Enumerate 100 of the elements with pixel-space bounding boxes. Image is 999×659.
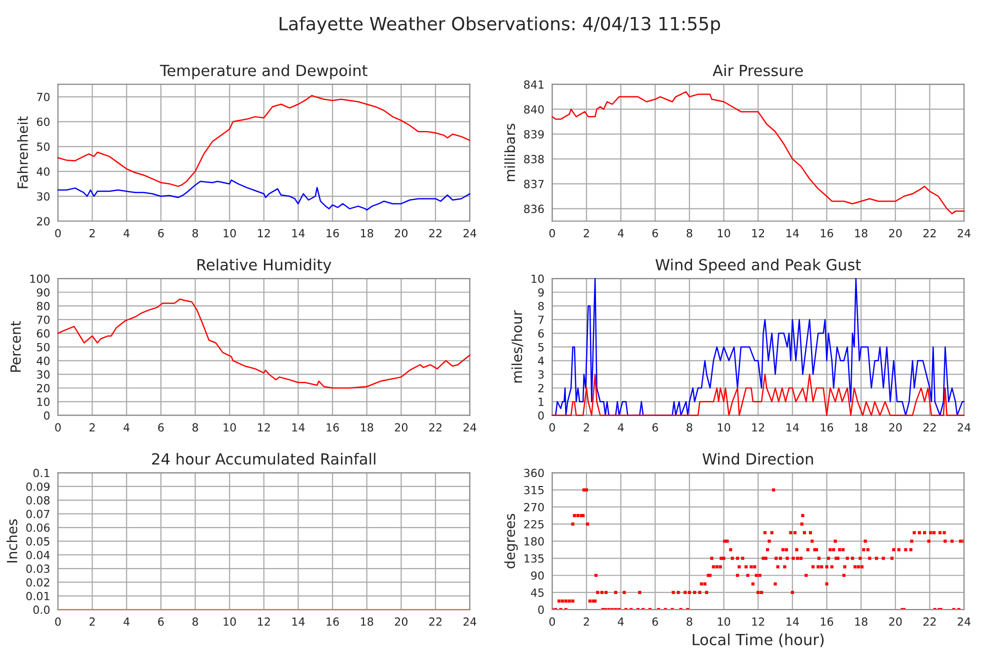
- y-tick-label: 0.06: [26, 523, 50, 532]
- x-tick-label: 2: [90, 228, 95, 238]
- chart-title: Wind Direction: [702, 452, 813, 465]
- y-axis-title: degrees: [504, 514, 518, 568]
- chart-title: 24 hour Accumulated Rainfall: [152, 452, 376, 465]
- y-tick-label: 30: [37, 370, 50, 379]
- x-tick-label: 12: [752, 228, 764, 238]
- y-tick-label: 840: [524, 105, 544, 114]
- x-tick-label: 8: [686, 228, 692, 238]
- x-tick-label: 12: [258, 617, 270, 626]
- x-tick-label: 4: [124, 423, 130, 432]
- chart-title: Temperature and Dewpoint: [160, 64, 368, 80]
- x-tick-label: 12: [752, 617, 764, 626]
- line-series: [57, 179, 470, 211]
- x-tick-label: 10: [224, 228, 236, 238]
- y-tick-label: 40: [36, 167, 50, 176]
- x-tick-label: 16: [820, 423, 834, 432]
- y-tick-label: 836: [524, 204, 544, 214]
- y-tick-label: 0.1: [33, 468, 50, 478]
- x-tick-label: 2: [584, 617, 589, 626]
- x-tick-label: 4: [124, 618, 130, 626]
- x-tick-label: 6: [652, 423, 658, 432]
- x-tick-label: 8: [686, 423, 692, 432]
- y-tick-label: 50: [37, 342, 50, 352]
- y-tick-label: 0.01: [26, 592, 50, 600]
- x-tick-label: 16: [326, 228, 339, 238]
- x-tick-label: 8: [686, 617, 692, 626]
- x-tick-label: 22: [429, 423, 442, 432]
- y-tick-label: 70: [37, 316, 50, 324]
- chart-title: Relative Humidity: [198, 258, 332, 274]
- x-tick-label: 20: [394, 228, 408, 238]
- x-tick-label: 20: [394, 423, 408, 432]
- x-tick-label: 14: [292, 229, 305, 238]
- y-tick-label: 20: [36, 384, 50, 392]
- x-tick-label: 8: [192, 617, 198, 626]
- y-tick-label: 20: [36, 217, 50, 226]
- x-tick-label: 24: [958, 423, 970, 432]
- y-tick-label: 4: [538, 356, 544, 365]
- text: Lafayette Weather Observations: 4/04/13 11:55p: [280, 16, 720, 34]
- y-tick-label: 838: [524, 154, 544, 164]
- x-tick-label: 20: [889, 228, 902, 238]
- y-tick-label: 225: [524, 520, 544, 528]
- y-tick-label: 6: [538, 329, 544, 338]
- x-tick-label: 0: [549, 228, 555, 238]
- x-tick-label: 16: [326, 617, 339, 626]
- x-tick-label: 8: [192, 423, 198, 432]
- y-tick-label: 100: [30, 274, 50, 283]
- x-tick-label: 14: [786, 423, 799, 432]
- x-tick-label: 8: [192, 228, 198, 238]
- y-tick-label: 90: [36, 288, 50, 297]
- y-tick-label: 837: [524, 180, 544, 188]
- x-tick-label: 20: [889, 423, 902, 432]
- x-tick-label: 14: [786, 229, 799, 238]
- y-tick-label: 315: [524, 486, 544, 494]
- x-tick-label: 14: [786, 618, 799, 626]
- x-tick-label: 22: [429, 228, 442, 238]
- x-tick-label: 18: [360, 617, 374, 626]
- y-tick-label: 0.0: [33, 606, 50, 614]
- line-series: [552, 91, 965, 214]
- x-tick-label: 6: [158, 423, 164, 432]
- x-axis-title: Local Time (hour): [692, 634, 824, 648]
- y-tick-label: 5: [538, 343, 544, 352]
- x-tick-label: 22: [429, 617, 442, 626]
- x-tick-label: 10: [718, 617, 730, 626]
- x-tick-label: 4: [618, 618, 624, 626]
- y-tick-label: 135: [524, 554, 544, 563]
- x-tick-label: 0: [549, 423, 555, 432]
- y-tick-label: 9: [538, 288, 544, 297]
- x-tick-label: 6: [158, 228, 164, 238]
- y-tick-label: 3: [538, 370, 544, 379]
- x-tick-label: 18: [360, 228, 374, 238]
- y-tick-label: 841: [524, 80, 544, 89]
- y-tick-label: 270: [524, 502, 544, 512]
- x-tick-label: 2: [584, 423, 589, 432]
- y-tick-label: 2: [538, 384, 544, 392]
- x-tick-label: 0: [55, 617, 61, 626]
- y-tick-label: 45: [530, 588, 544, 597]
- y-tick-label: 50: [37, 142, 50, 151]
- x-tick-label: 14: [292, 423, 305, 432]
- y-tick-label: 30: [37, 192, 50, 201]
- y-tick-label: 10: [532, 274, 544, 283]
- y-tick-label: 7: [538, 316, 544, 324]
- x-tick-label: 22: [923, 617, 936, 626]
- x-tick-label: 10: [718, 423, 730, 432]
- x-tick-label: 18: [855, 617, 868, 626]
- y-axis-title: Percent: [10, 321, 21, 372]
- chart-title: Wind Speed and Peak Gust: [656, 258, 861, 274]
- x-tick-label: 6: [652, 228, 658, 238]
- y-tick-label: 60: [36, 329, 50, 338]
- x-tick-label: 18: [855, 423, 868, 432]
- y-tick-label: 8: [538, 302, 544, 310]
- x-tick-label: 6: [158, 617, 164, 626]
- x-tick-label: 24: [464, 228, 476, 238]
- y-tick-label: 70: [37, 92, 50, 102]
- x-tick-label: 24: [958, 617, 970, 626]
- y-tick-label: 0.07: [26, 510, 50, 518]
- x-tick-label: 16: [820, 617, 834, 626]
- x-tick-label: 18: [855, 228, 868, 238]
- y-tick-label: 360: [524, 468, 544, 478]
- x-tick-label: 16: [326, 423, 339, 432]
